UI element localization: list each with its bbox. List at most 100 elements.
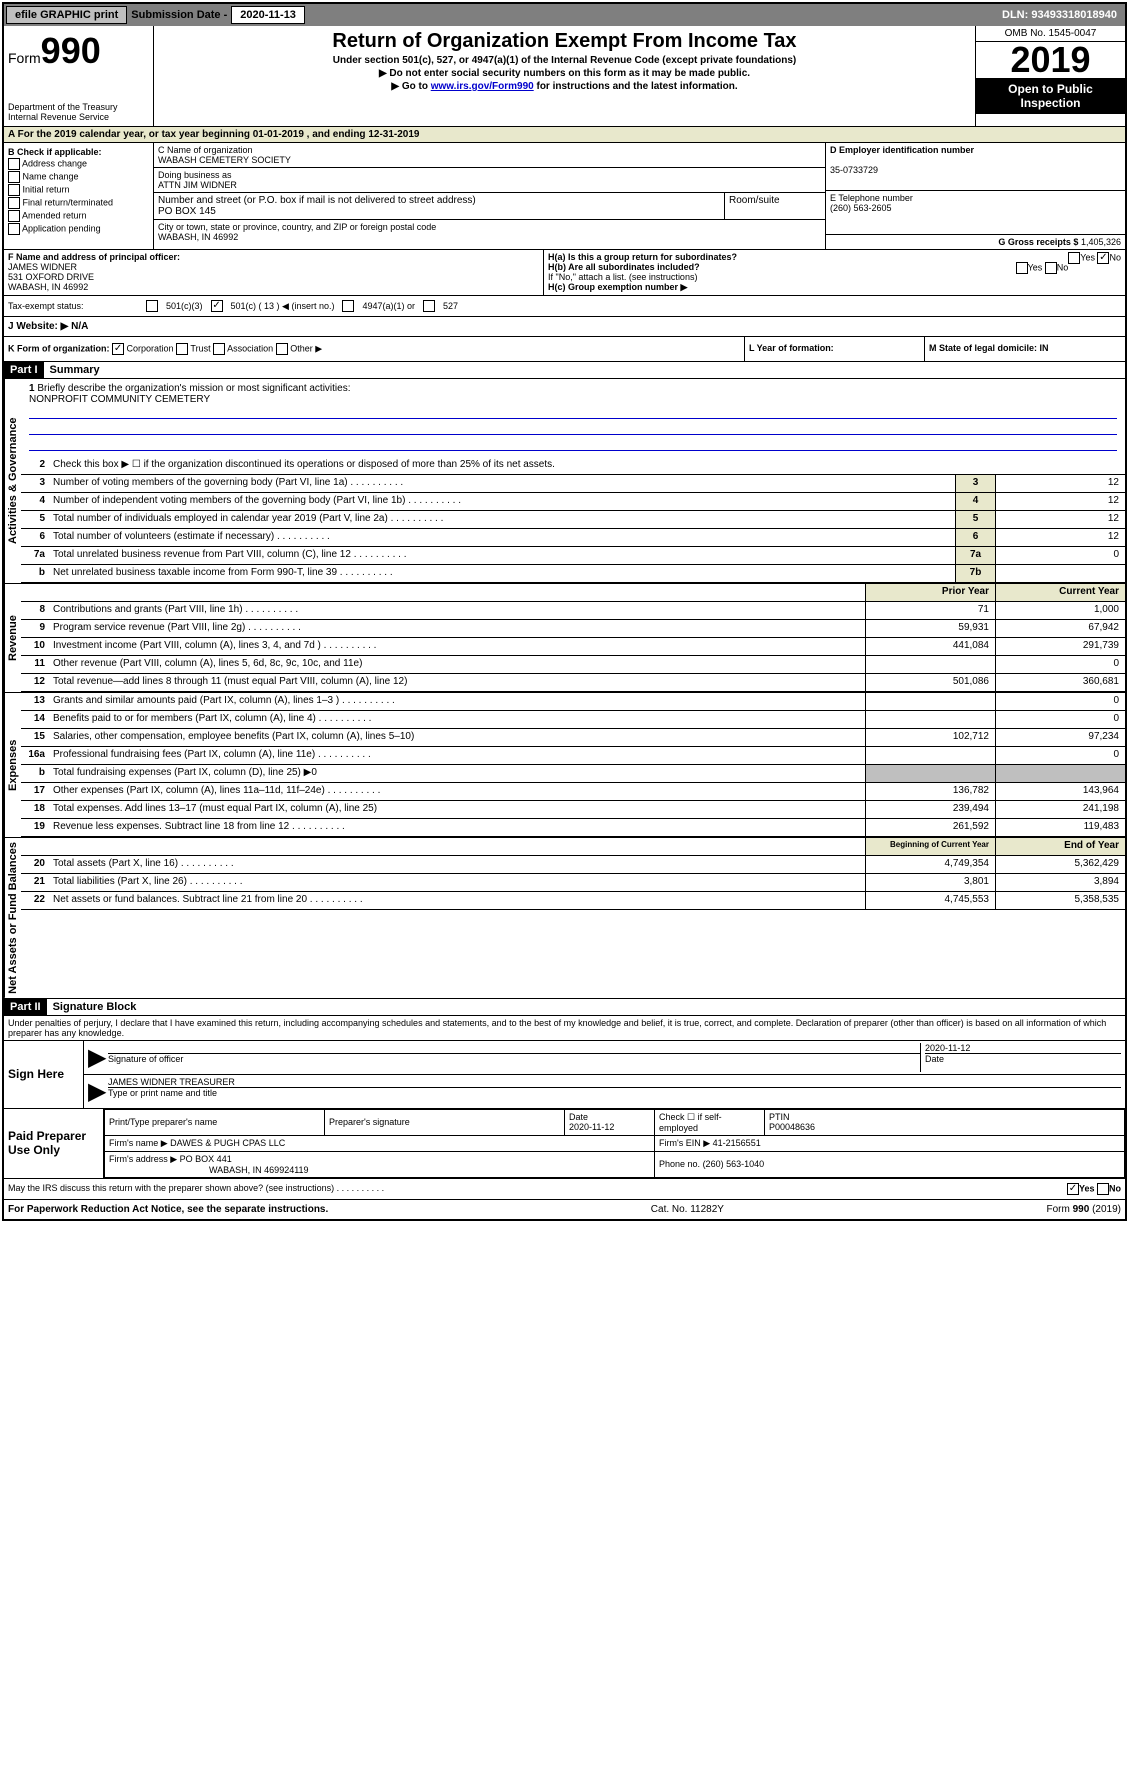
cb-discuss-no[interactable] [1097, 1183, 1109, 1195]
l14-desc: Benefits paid to or for members (Part IX… [49, 711, 865, 728]
l1-desc: Briefly describe the organization's miss… [37, 383, 350, 394]
c-name-label: C Name of organization [158, 145, 253, 155]
paid-preparer-label: Paid Preparer Use Only [4, 1109, 104, 1178]
l16b-desc: Total fundraising expenses (Part IX, col… [49, 765, 865, 782]
gross-value: 1,405,326 [1081, 237, 1121, 247]
l5-val: 12 [995, 511, 1125, 528]
side-revenue: Revenue [4, 584, 21, 692]
cb-corp[interactable] [112, 343, 124, 355]
l3-desc: Number of voting members of the governin… [49, 475, 955, 492]
sig-officer-label: Signature of officer [108, 1053, 920, 1064]
website-label: J Website: ▶ [8, 321, 68, 332]
l13-desc: Grants and similar amounts paid (Part IX… [49, 693, 865, 710]
addr-value: PO BOX 145 [158, 206, 216, 217]
phone-value: (260) 563-2605 [830, 203, 892, 213]
l4-desc: Number of independent voting members of … [49, 493, 955, 510]
period-row: A For the 2019 calendar year, or tax yea… [4, 127, 1125, 143]
firm-phone: (260) 563-1040 [703, 1159, 765, 1169]
l7a-val: 0 [995, 547, 1125, 564]
submission-date: 2020-11-13 [231, 6, 305, 24]
col-current: Current Year [995, 584, 1125, 601]
cb-4947[interactable] [342, 300, 354, 312]
l5-desc: Total number of individuals employed in … [49, 511, 955, 528]
dln: DLN: 93493318018940 [1002, 9, 1123, 21]
discuss-label: May the IRS discuss this return with the… [8, 1183, 384, 1195]
cb-name-change[interactable]: Name change [8, 171, 149, 183]
hc-label: H(c) Group exemption number ▶ [548, 282, 687, 292]
open-public-badge: Open to Public Inspection [976, 78, 1125, 114]
officer-addr2: WABASH, IN 46992 [8, 282, 88, 292]
cb-pending[interactable]: Application pending [8, 223, 149, 235]
l15-desc: Salaries, other compensation, employee b… [49, 729, 865, 746]
check-self-employed[interactable]: Check ☐ if self-employed [655, 1109, 765, 1135]
cb-initial-return[interactable]: Initial return [8, 184, 149, 196]
l19-desc: Revenue less expenses. Subtract line 18 … [49, 819, 865, 836]
form-id-block: Form990 Department of the TreasuryIntern… [4, 26, 154, 126]
top-bar: efile GRAPHIC print Submission Date - 20… [4, 4, 1125, 26]
cb-other[interactable] [276, 343, 288, 355]
l8-desc: Contributions and grants (Part VIII, lin… [49, 602, 865, 619]
cb-address-change[interactable]: Address change [8, 158, 149, 170]
ptin-value: P00048636 [769, 1122, 815, 1132]
officer-name: JAMES WIDNER [8, 262, 77, 272]
website-value: N/A [71, 321, 88, 332]
cb-discuss-yes[interactable] [1067, 1183, 1079, 1195]
officer-addr1: 531 OXFORD DRIVE [8, 272, 94, 282]
col-prior: Prior Year [865, 584, 995, 601]
firm-name: DAWES & PUGH CPAS LLC [170, 1138, 285, 1148]
city-label: City or town, state or province, country… [158, 222, 436, 232]
footer-left: For Paperwork Reduction Act Notice, see … [8, 1204, 328, 1215]
l21-desc: Total liabilities (Part X, line 26) [49, 874, 865, 891]
prep-name-label: Print/Type preparer's name [105, 1109, 325, 1135]
city-value: WABASH, IN 46992 [158, 232, 238, 242]
form-title: Return of Organization Exempt From Incom… [158, 30, 971, 53]
footer-mid: Cat. No. 11282Y [651, 1204, 724, 1215]
m-label: M State of legal domicile: IN [929, 343, 1049, 353]
ein-value: 35-0733729 [830, 165, 878, 175]
side-netassets: Net Assets or Fund Balances [4, 838, 21, 998]
footer-right: Form 990 (2019) [1047, 1204, 1121, 1215]
subtitle-3: ▶ Go to www.irs.gov/Form990 for instruct… [158, 81, 971, 92]
l10-desc: Investment income (Part VIII, column (A)… [49, 638, 865, 655]
l7b-desc: Net unrelated business taxable income fr… [49, 565, 955, 582]
addr-label: Number and street (or P.O. box if mail i… [158, 195, 476, 206]
dept-treasury: Department of the TreasuryInternal Reven… [8, 102, 149, 122]
k-label: K Form of organization: [8, 343, 110, 353]
submission-label: Submission Date - [131, 9, 227, 21]
side-governance: Activities & Governance [4, 379, 21, 583]
l11-desc: Other revenue (Part VIII, column (A), li… [49, 656, 865, 673]
l6-val: 12 [995, 529, 1125, 546]
l7a-desc: Total unrelated business revenue from Pa… [49, 547, 955, 564]
efile-print-button[interactable]: efile GRAPHIC print [6, 6, 127, 24]
irs-link[interactable]: www.irs.gov/Form990 [431, 81, 534, 92]
part2-title: Signature Block [47, 999, 143, 1015]
cb-501c[interactable] [211, 300, 223, 312]
cb-trust[interactable] [176, 343, 188, 355]
cb-final-return[interactable]: Final return/terminated [8, 197, 149, 209]
l7b-val [995, 565, 1125, 582]
l18-desc: Total expenses. Add lines 13–17 (must eq… [49, 801, 865, 818]
room-suite: Room/suite [725, 193, 825, 219]
l16a-desc: Professional fundraising fees (Part IX, … [49, 747, 865, 764]
side-expenses: Expenses [4, 693, 21, 837]
dba-value: ATTN JIM WIDNER [158, 180, 237, 190]
date-label: Date [925, 1053, 1121, 1064]
l9-desc: Program service revenue (Part VIII, line… [49, 620, 865, 637]
l17-desc: Other expenses (Part IX, column (A), lin… [49, 783, 865, 800]
mission-text: NONPROFIT COMMUNITY CEMETERY [29, 394, 1117, 405]
phone-label: E Telephone number [830, 193, 913, 203]
cb-amended[interactable]: Amended return [8, 210, 149, 222]
prep-sig-label: Preparer's signature [325, 1109, 565, 1135]
ein-label: D Employer identification number [830, 145, 974, 155]
col-end: End of Year [995, 838, 1125, 855]
firm-ein: 41-2156551 [713, 1138, 761, 1148]
officer-name-title: JAMES WIDNER TREASURER [108, 1077, 235, 1087]
cb-501c3[interactable] [146, 300, 158, 312]
part2-header: Part II [4, 999, 47, 1015]
cb-527[interactable] [423, 300, 435, 312]
part1-header: Part I [4, 362, 44, 378]
l12-desc: Total revenue—add lines 8 through 11 (mu… [49, 674, 865, 691]
cb-assoc[interactable] [213, 343, 225, 355]
l20-desc: Total assets (Part X, line 16) [49, 856, 865, 873]
part1-title: Summary [44, 362, 106, 378]
